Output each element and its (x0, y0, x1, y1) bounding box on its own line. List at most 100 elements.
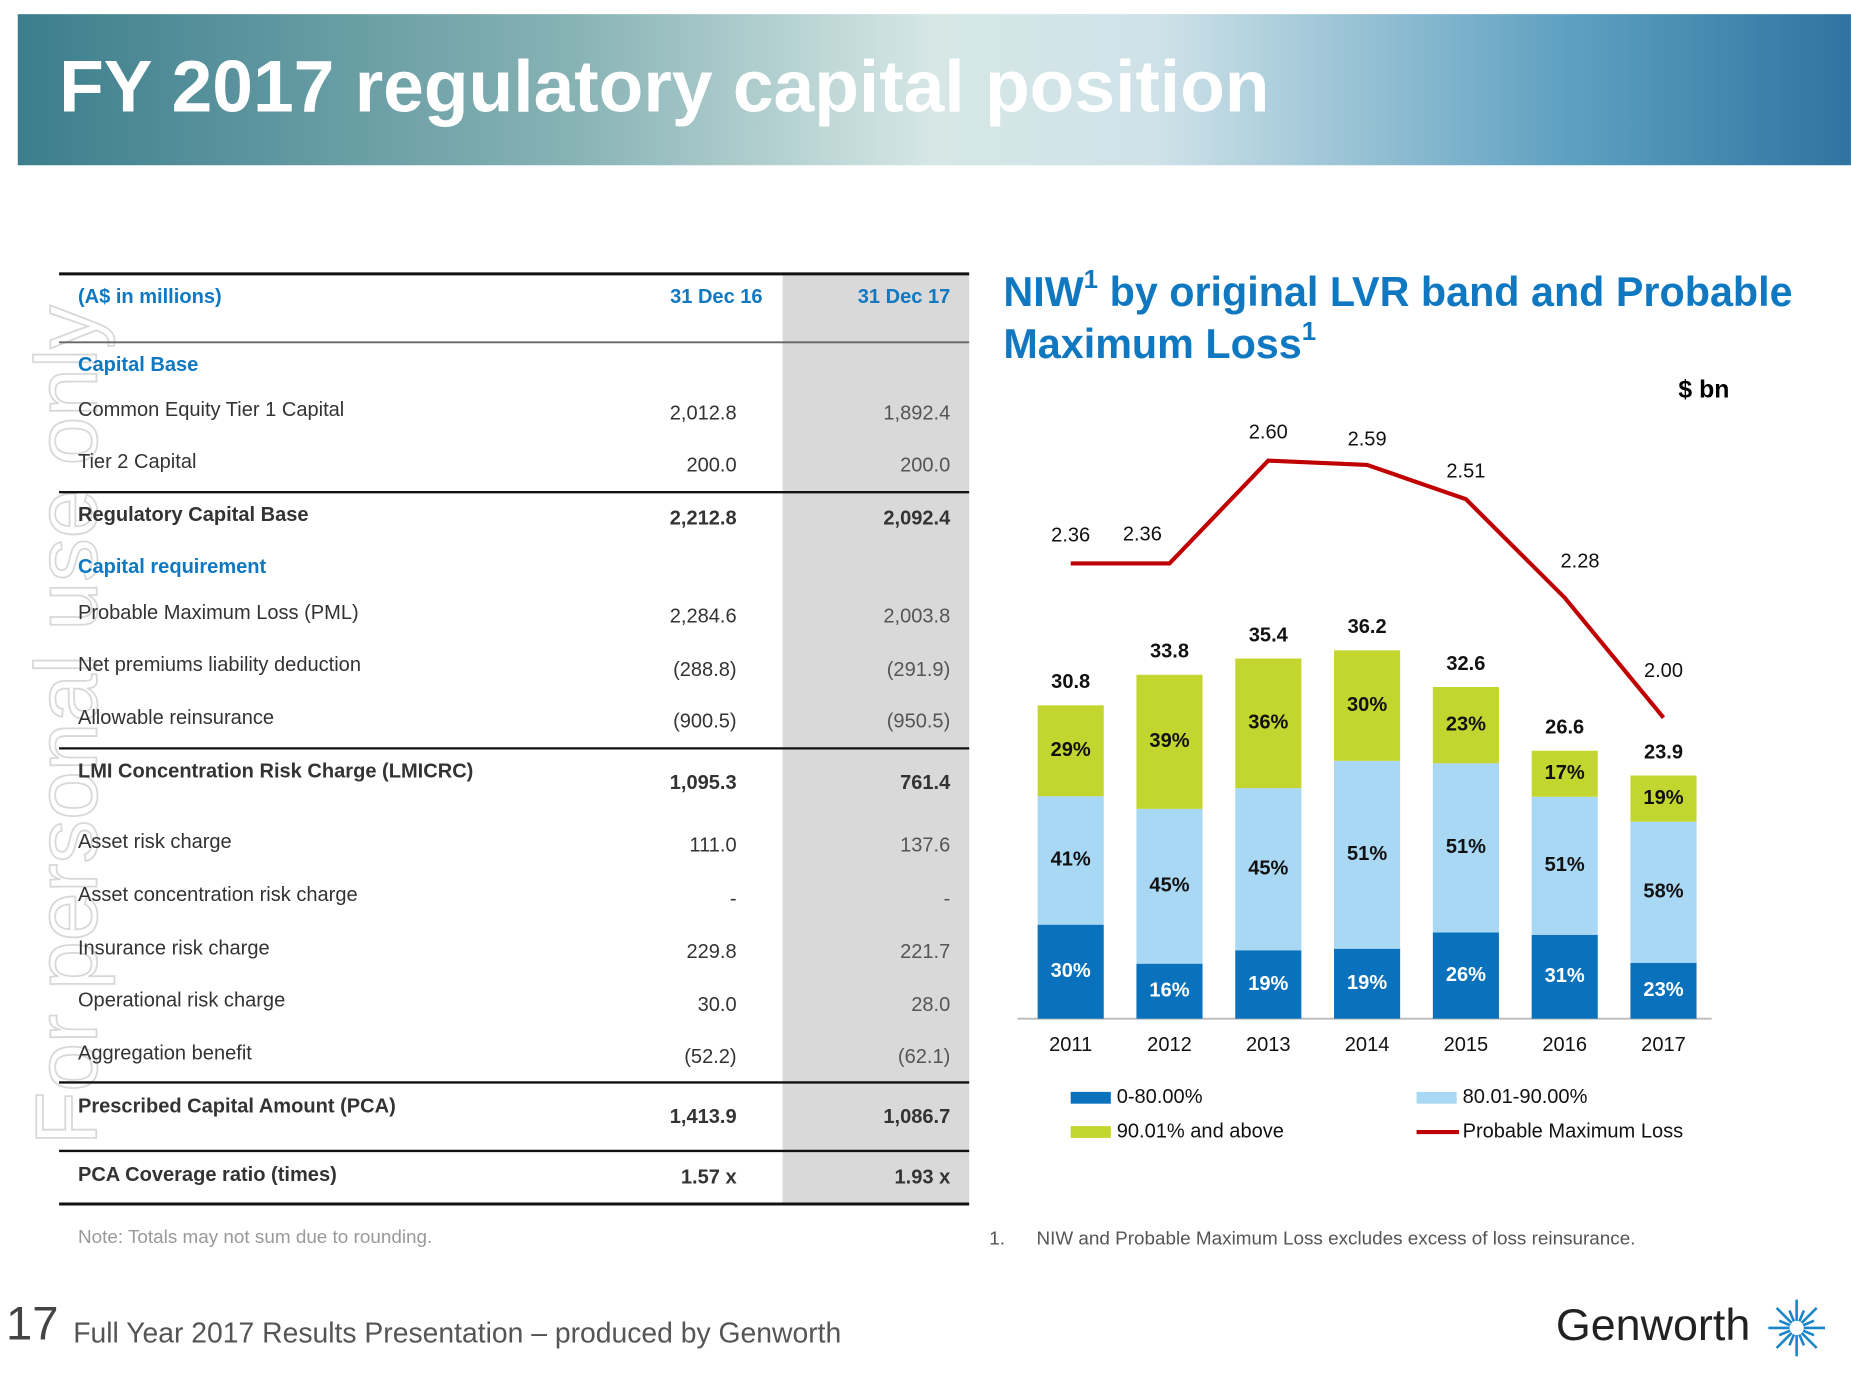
data-label: 17% (1545, 762, 1585, 784)
bar-segment (1334, 948, 1401, 1019)
cell-value: 30.0 (698, 994, 737, 1016)
data-label: 36% (1248, 712, 1288, 734)
bar-segment (1630, 962, 1697, 1019)
x-tick-label: 2016 (1542, 1034, 1587, 1056)
data-label: 45% (1248, 858, 1288, 880)
data-label: 51% (1545, 854, 1585, 876)
data-label: 51% (1347, 843, 1387, 865)
x-tick-label: 2012 (1147, 1034, 1192, 1056)
cell-value: 1,413.9 (670, 1106, 737, 1128)
bar-segment (1432, 763, 1499, 933)
legend-label: Probable Maximum Loss (1463, 1120, 1684, 1142)
logo-ray (1800, 1307, 1818, 1324)
row-label: Asset risk charge (78, 831, 232, 853)
row-label: Tier 2 Capital (78, 451, 196, 473)
column-header: 31 Dec 16 (670, 286, 763, 308)
bar-segment (1334, 650, 1401, 761)
data-label: 26% (1446, 964, 1486, 986)
x-tick-label: 2014 (1345, 1034, 1390, 1056)
total-label: 36.2 (1348, 616, 1387, 638)
bar-segment (1136, 963, 1203, 1019)
logo-ray (1778, 1319, 1791, 1327)
total-label: 35.4 (1249, 624, 1289, 646)
watermark: For personal use only (17, 305, 115, 1145)
row-label: Regulatory Capital Base (78, 504, 309, 526)
total-label: 30.8 (1051, 671, 1090, 693)
bar-segment (1235, 950, 1302, 1019)
bar-segment (1235, 658, 1302, 789)
bar-segment (1432, 932, 1499, 1019)
cell-value: 1.57 x (681, 1166, 737, 1188)
row-label: Common Equity Tier 1 Capital (78, 399, 344, 421)
legend-label: 80.01-90.00% (1463, 1086, 1588, 1108)
row-label: Asset concentration risk charge (78, 884, 358, 906)
data-label: 16% (1149, 979, 1189, 1001)
legend-swatch (1070, 1126, 1111, 1138)
row-label: Prescribed Capital Amount (PCA) (78, 1096, 396, 1118)
line-label: 2.28 (1561, 551, 1600, 573)
shaded-column (782, 273, 970, 1205)
row-label: Insurance risk charge (78, 937, 270, 959)
row-label: Aggregation benefit (78, 1042, 252, 1064)
logo-ray (1775, 1332, 1793, 1349)
data-label: 29% (1051, 739, 1091, 761)
cell-value: 221.7 (900, 941, 950, 963)
logo-ray (1788, 1334, 1796, 1346)
cell-value: 2,284.6 (670, 606, 737, 628)
logo-text: Genworth (1556, 1299, 1750, 1350)
data-label: 19% (1643, 787, 1683, 809)
data-label: 23% (1446, 713, 1486, 735)
line-label: 2.36 (1051, 525, 1090, 547)
x-tick-label: 2011 (1049, 1034, 1092, 1056)
cell-value: (950.5) (887, 711, 951, 733)
total-label: 32.6 (1446, 653, 1485, 675)
x-tick-label: 2015 (1444, 1034, 1489, 1056)
bar-segment (1037, 705, 1104, 797)
x-tick-label: 2013 (1246, 1034, 1291, 1056)
title-part: by original LVR band and Probable (1098, 269, 1792, 315)
data-label: 45% (1149, 875, 1189, 897)
line-label: 2.51 (1446, 460, 1485, 482)
bar-segment (1136, 674, 1203, 809)
cell-value: (291.9) (887, 659, 951, 681)
bar-segment (1630, 775, 1697, 822)
bar-segment (1334, 760, 1401, 949)
logo-ray (1778, 1329, 1791, 1337)
cell-value: (900.5) (673, 711, 737, 733)
x-tick-label: 2017 (1641, 1034, 1686, 1056)
row-label: Probable Maximum Loss (PML) (78, 602, 359, 624)
title-banner (17, 14, 1851, 166)
row-label: Net premiums liability deduction (78, 654, 361, 676)
chart: NIW1 by original LVR band and Probable M… (1003, 264, 1792, 1143)
line-label: 2.60 (1249, 422, 1288, 444)
section-heading: Capital requirement (78, 556, 267, 578)
legend-label: 90.01% and above (1117, 1120, 1284, 1142)
data-label: 30% (1347, 694, 1387, 716)
table-note: Note: Totals may not sum due to rounding… (78, 1227, 432, 1248)
logo-icon (1768, 1299, 1825, 1357)
bar-segment (1037, 924, 1104, 1019)
logo-ray (1802, 1319, 1815, 1327)
title-note: 1 (1084, 264, 1098, 294)
cell-value: 1,086.7 (883, 1106, 950, 1128)
cell-value: 761.4 (900, 772, 951, 794)
cell-value: 2,212.8 (670, 508, 737, 530)
logo-ray (1798, 1334, 1806, 1346)
data-label: 31% (1545, 965, 1585, 987)
data-label: 19% (1248, 973, 1288, 995)
row-label: Allowable reinsurance (78, 707, 274, 729)
cell-value: 200.0 (686, 455, 736, 477)
page-title: FY 2017 regulatory capital position (59, 45, 1269, 127)
line-label: 2.36 (1123, 523, 1162, 545)
bar-segment (1630, 821, 1697, 963)
column-header: 31 Dec 17 (858, 286, 951, 308)
cell-value: 137.6 (900, 835, 950, 857)
logo-ray (1800, 1332, 1818, 1349)
bar-segment (1531, 750, 1598, 797)
data-label: 19% (1347, 972, 1387, 994)
cell-value: 1,892.4 (883, 403, 950, 425)
data-label: 58% (1643, 881, 1683, 903)
cell-value: 111.0 (689, 835, 736, 857)
pml-line (1070, 458, 1666, 720)
section-heading: Capital Base (78, 354, 198, 376)
